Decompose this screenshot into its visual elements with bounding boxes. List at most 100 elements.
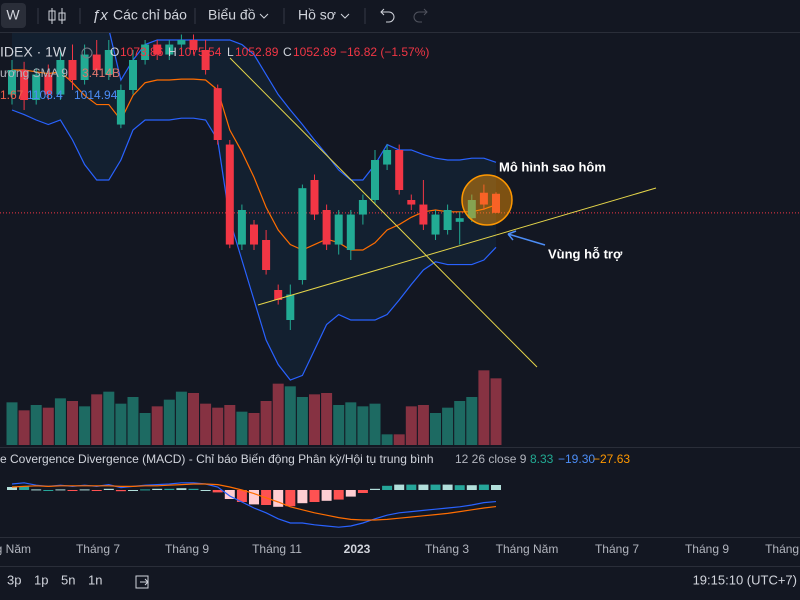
candle-body <box>153 44 162 55</box>
macd-hist-bar <box>442 484 453 490</box>
chevron[interactable] <box>259 13 269 19</box>
redo-button[interactable] <box>413 8 428 23</box>
chevron[interactable] <box>340 13 350 19</box>
volume-bar <box>54 398 66 445</box>
candle-body <box>80 54 89 80</box>
macd-hist-bar <box>418 484 429 490</box>
interval[interactable]: W <box>6 7 20 23</box>
range-button[interactable]: 3p <box>7 572 21 587</box>
x-axis-label: Tháng 9 <box>685 542 729 556</box>
x-axis-label: Tháng 9 <box>165 542 209 556</box>
volume-bar <box>442 407 454 445</box>
volume-bar <box>309 394 320 445</box>
volume-bar <box>91 394 103 445</box>
macd-hist-bar <box>285 490 296 507</box>
macd-hist-bar <box>478 484 489 490</box>
candle-body <box>407 200 416 205</box>
macd-hist-bar <box>128 490 138 491</box>
chart-button[interactable]: Biểu đồ <box>208 7 256 23</box>
volume-bar <box>103 391 115 445</box>
volume-bar <box>345 402 357 445</box>
range-button[interactable]: 5n <box>61 572 75 587</box>
volume-bar <box>284 386 296 445</box>
interval-button[interactable] <box>1 3 26 28</box>
volume-bar <box>454 401 466 445</box>
candle-body <box>201 50 210 70</box>
h-value: 1075.54 <box>178 45 222 59</box>
macd-hist-bar <box>43 490 54 491</box>
candle-body <box>419 204 428 225</box>
macd-hist-bar <box>309 490 320 502</box>
candle-body <box>141 44 150 60</box>
macd-hist-value: 8.33 <box>530 452 554 466</box>
macd-hist-bar <box>164 488 175 490</box>
candle-body <box>68 60 77 80</box>
o-value: 1073.86 <box>120 45 164 59</box>
indicators-button[interactable]: Các chỉ báo <box>113 7 187 23</box>
macd-hist-bar <box>345 490 356 497</box>
macd-hist-bar <box>249 490 259 505</box>
volume-bar <box>236 411 248 445</box>
candle-body <box>116 90 125 125</box>
x-axis-label: Tháng 11 <box>765 542 800 556</box>
candle-body <box>371 160 379 200</box>
macd-hist-bar <box>140 489 151 491</box>
macd-hist-bar <box>176 488 187 490</box>
macd-hist-bar <box>357 490 368 493</box>
support-trendline[interactable] <box>257 187 657 306</box>
x-axis-label: Tháng Năm <box>496 542 559 556</box>
symbol: IDEX · 1W <box>0 44 67 60</box>
macd-hist-bar <box>55 489 66 491</box>
volume-bar <box>188 393 199 445</box>
bb-upper-line <box>109 33 497 181</box>
candle-body <box>395 150 404 190</box>
volume-bar <box>272 383 284 445</box>
volume-bar <box>490 378 502 445</box>
candle-body <box>492 193 500 213</box>
volume-bar <box>6 402 18 445</box>
volume-bar <box>151 406 163 445</box>
volume-bar <box>67 401 78 445</box>
change: −16.82 (−1.57%) <box>340 45 429 59</box>
range-button[interactable]: 1p <box>34 572 48 587</box>
c-label: C <box>283 45 292 59</box>
candle-body <box>479 192 488 205</box>
candle-body <box>250 224 258 245</box>
volume-bar <box>478 370 490 445</box>
volume-bar <box>405 406 417 445</box>
volume-bar <box>42 407 54 445</box>
macd-hist-bar <box>382 485 393 490</box>
resistance-trendline[interactable] <box>229 57 538 368</box>
candle-icon[interactable] <box>48 8 66 24</box>
x-axis-label: Tháng 3 <box>425 542 469 556</box>
bb-fill <box>12 33 496 380</box>
volume-bar <box>417 405 429 445</box>
macd-hist-bar <box>394 484 405 490</box>
macd-hist-bar <box>333 490 344 500</box>
macd-hist-bar <box>454 485 465 490</box>
macd-hist-bar <box>188 488 199 490</box>
fx-icon[interactable]: ƒx <box>92 7 108 24</box>
legend-icon[interactable] <box>81 47 93 59</box>
candle-body <box>177 40 186 45</box>
undo-button[interactable] <box>380 8 395 23</box>
candle-body <box>225 144 234 245</box>
date-range-icon[interactable] <box>135 575 149 589</box>
volume-bar <box>79 406 91 445</box>
candle-body <box>32 74 41 100</box>
candle-body <box>20 70 29 100</box>
volume-bar <box>381 434 393 445</box>
range-button[interactable]: 1n <box>88 572 102 587</box>
support-arrow[interactable] <box>507 230 546 246</box>
profile-button[interactable]: Hồ sơ <box>298 7 336 23</box>
price-pane <box>0 33 800 381</box>
volume-bar <box>430 413 441 445</box>
c-value: 1052.89 <box>293 45 337 59</box>
candle-body <box>129 60 137 90</box>
candle-body <box>274 290 283 300</box>
x-axis-label: Tháng 7 <box>76 542 120 556</box>
highlight-circle[interactable] <box>461 174 513 226</box>
l-label: L <box>227 45 234 59</box>
candle-body <box>237 210 246 245</box>
